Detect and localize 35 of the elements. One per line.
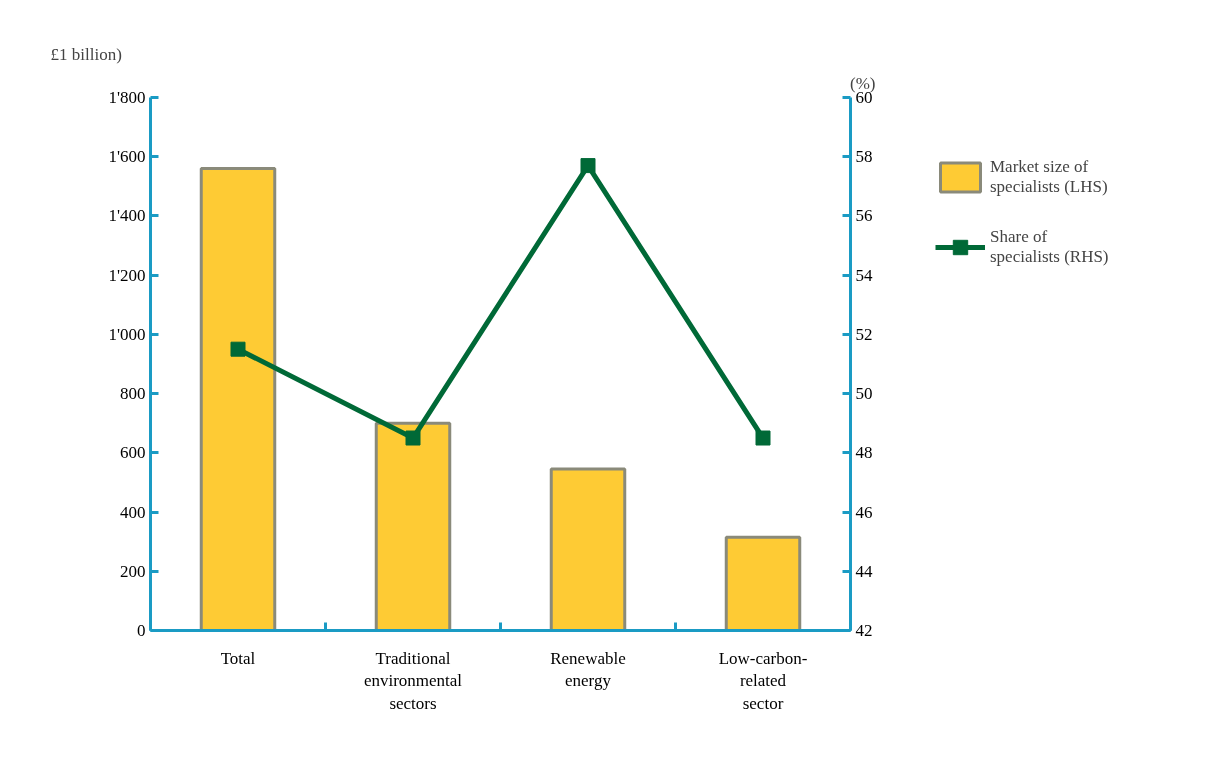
point: [755, 430, 771, 446]
bar: [724, 535, 802, 631]
y2-tick-label: 46: [855, 502, 873, 522]
y2-tick-label: 48: [855, 443, 873, 463]
legend-label: Share of specialists (RHS): [990, 227, 1109, 267]
x-tick-label: Low-carbon-related sector: [718, 648, 808, 714]
y2-tick-label: 56: [855, 206, 873, 226]
y-tick-label: 200: [120, 561, 146, 581]
legend-label: Market size of specialists (LHS): [990, 157, 1108, 197]
y2-tick-label: 50: [855, 384, 873, 404]
y2-tick-label: 54: [855, 265, 873, 285]
bar: [199, 167, 277, 631]
y2-tick-label: 58: [855, 147, 873, 167]
y-tick-label: 0: [137, 621, 146, 640]
y-tick-label: 600: [120, 443, 146, 463]
bar: [374, 421, 452, 631]
x-tick-label: Renewable energy: [550, 648, 626, 691]
bar: [549, 467, 627, 631]
y2-tick-label: 44: [855, 561, 873, 581]
y-tick-label: 1'200: [108, 265, 146, 285]
y-tick-label: 1'600: [108, 147, 146, 167]
y-tick-label: 800: [120, 384, 146, 404]
point: [580, 158, 596, 174]
y-tick-label: 1'800: [108, 88, 146, 107]
y2-tick-label: 42: [855, 621, 873, 640]
point: [230, 341, 246, 357]
x-tick-label: Traditional environmental sectors: [363, 648, 463, 714]
y2-axis-title: (%): [850, 73, 876, 93]
x-tick-label: Total: [220, 648, 256, 668]
y2-tick-label: 52: [855, 324, 873, 344]
y-tick-label: 400: [120, 502, 146, 522]
point: [405, 430, 421, 446]
y-tick-label: 1'000: [108, 324, 146, 344]
y-tick-label: 1'400: [108, 206, 146, 226]
y-axis-title: £1 billion): [50, 45, 122, 64]
